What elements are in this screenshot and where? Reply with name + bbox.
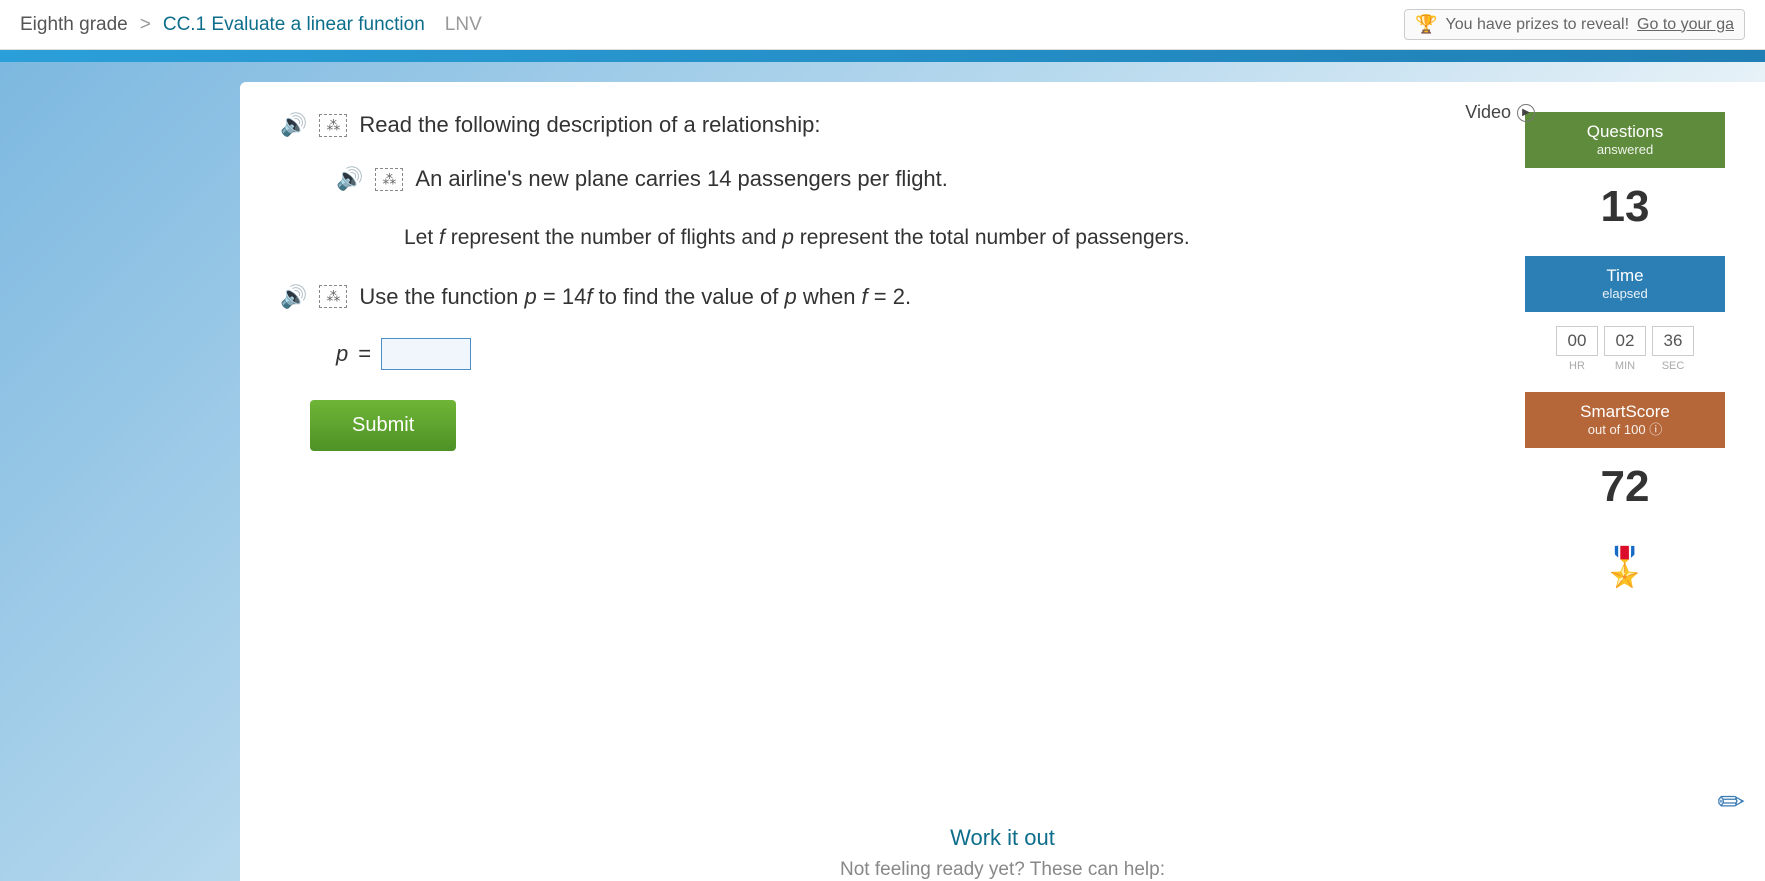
main-area: Video ▶ 🔊 ⁂ Read the following descripti… bbox=[0, 62, 1765, 881]
smartscore-header: SmartScore out of 100 ⓘ bbox=[1525, 392, 1725, 448]
left-gutter bbox=[0, 62, 240, 881]
questions-label: Questions bbox=[1587, 122, 1664, 141]
play-icon: ▶ bbox=[1517, 104, 1535, 122]
instruction-text: Use the function p = 14f to find the val… bbox=[359, 284, 911, 310]
prize-icon: 🏆 bbox=[1415, 14, 1437, 35]
instruction-line: 🔊 ⁂ Use the function p = 14f to find the… bbox=[280, 284, 1525, 310]
scenario-text-1: An airline's new plane carries 14 passen… bbox=[415, 166, 948, 192]
question-intro-line: 🔊 ⁂ Read the following description of a … bbox=[280, 112, 1525, 138]
audio-icon[interactable]: 🔊 bbox=[280, 112, 307, 138]
time-label: Time bbox=[1606, 266, 1643, 285]
prize-link[interactable]: Go to your ga bbox=[1637, 16, 1734, 34]
ribbon-icon: 🎖️ bbox=[1525, 536, 1725, 600]
smartscore-label: SmartScore bbox=[1580, 402, 1670, 421]
sec-label: SEC bbox=[1652, 360, 1694, 372]
questions-header: Questions answered bbox=[1525, 112, 1725, 168]
min-label: MIN bbox=[1604, 360, 1646, 372]
questions-value: 13 bbox=[1525, 168, 1725, 256]
translate-icon[interactable]: ⁂ bbox=[319, 285, 347, 308]
blue-strip bbox=[0, 50, 1765, 62]
breadcrumb-separator: > bbox=[140, 14, 151, 36]
work-it-out-link[interactable]: Work it out bbox=[840, 825, 1165, 851]
time-row: 00 02 36 bbox=[1525, 312, 1725, 360]
breadcrumb: Eighth grade > CC.1 Evaluate a linear fu… bbox=[20, 14, 482, 36]
scenario-text-2: Let f represent the number of flights an… bbox=[404, 220, 1525, 256]
question-intro: Read the following description of a rela… bbox=[359, 112, 820, 138]
prize-notice[interactable]: 🏆 You have prizes to reveal! Go to your … bbox=[1404, 9, 1745, 40]
answer-equals: = bbox=[358, 341, 371, 367]
breadcrumb-topic[interactable]: CC.1 Evaluate a linear function bbox=[163, 14, 425, 36]
answer-input[interactable] bbox=[381, 338, 471, 370]
sidebar-stats: Questions answered 13 Time elapsed 00 02… bbox=[1525, 112, 1725, 851]
audio-icon[interactable]: 🔊 bbox=[280, 284, 307, 310]
time-hr: 00 bbox=[1556, 326, 1598, 356]
time-header: Time elapsed bbox=[1525, 256, 1725, 312]
top-bar: Eighth grade > CC.1 Evaluate a linear fu… bbox=[0, 0, 1765, 50]
answer-row: p = bbox=[336, 338, 1525, 370]
video-link[interactable]: Video ▶ bbox=[1465, 102, 1535, 123]
not-ready-text: Not feeling ready yet? These can help: bbox=[840, 859, 1165, 881]
answer-variable: p bbox=[336, 341, 348, 367]
question-area: Video ▶ 🔊 ⁂ Read the following descripti… bbox=[280, 112, 1525, 851]
time-labels: HR MIN SEC bbox=[1525, 360, 1725, 392]
prize-text: You have prizes to reveal! bbox=[1446, 16, 1630, 34]
breadcrumb-code: LNV bbox=[445, 14, 482, 36]
audio-icon[interactable]: 🔊 bbox=[336, 166, 363, 192]
smartscore-value: 72 bbox=[1525, 448, 1725, 536]
time-sec: 36 bbox=[1652, 326, 1694, 356]
bottom-help: Work it out Not feeling ready yet? These… bbox=[840, 825, 1165, 881]
hr-label: HR bbox=[1556, 360, 1598, 372]
translate-icon[interactable]: ⁂ bbox=[319, 114, 347, 137]
scenario-block: Let f represent the number of flights an… bbox=[404, 220, 1525, 256]
translate-icon[interactable]: ⁂ bbox=[375, 168, 403, 191]
time-min: 02 bbox=[1604, 326, 1646, 356]
breadcrumb-grade[interactable]: Eighth grade bbox=[20, 14, 128, 36]
scenario-line: 🔊 ⁂ An airline's new plane carries 14 pa… bbox=[336, 166, 1525, 192]
time-sublabel: elapsed bbox=[1531, 286, 1719, 302]
smartscore-sublabel: out of 100 ⓘ bbox=[1531, 422, 1719, 438]
questions-sublabel: answered bbox=[1531, 142, 1719, 158]
video-label: Video bbox=[1465, 102, 1511, 123]
content-panel: Video ▶ 🔊 ⁂ Read the following descripti… bbox=[240, 82, 1765, 881]
submit-button[interactable]: Submit bbox=[310, 400, 456, 451]
